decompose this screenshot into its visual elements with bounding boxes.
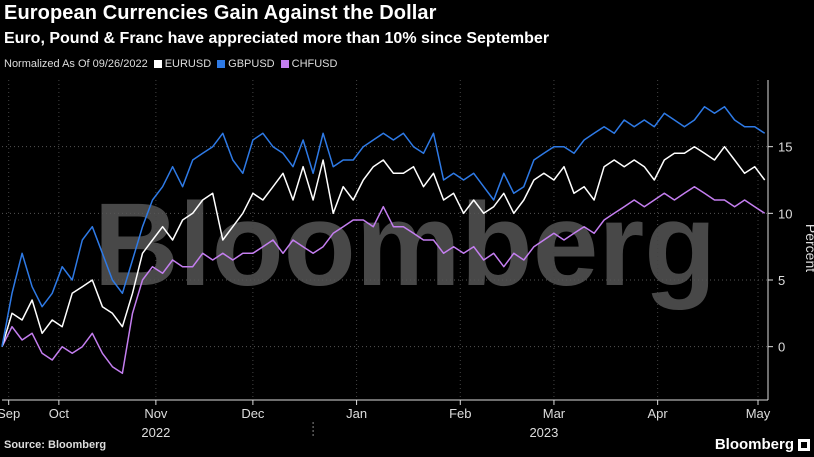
y-tick-label-15: 15: [778, 140, 792, 155]
y-tick-label-0: 0: [778, 340, 785, 355]
series-line-eurusd: [1, 145, 766, 347]
legend-label-gbpusd: GBPUSD: [228, 58, 275, 70]
x-tick-label-sep: Sep: [0, 406, 20, 421]
chart-subtitle: Euro, Pound & Franc have appreciated mor…: [4, 30, 550, 47]
axes: 0 5 10 15 Sep Oct Nov Dec Jan Feb Mar Apr May 2022 202…: [0, 80, 792, 440]
y-tick-label-10: 10: [778, 206, 792, 221]
x-tick-label-may: May: [746, 406, 771, 421]
x-tick-label-feb: Feb: [449, 406, 471, 421]
terminal-icon: [798, 438, 810, 451]
chart-legend: Normalized As Of 09/26/2022 EURUSD GBPUS…: [4, 58, 337, 70]
brand-text: Bloomberg: [714, 436, 794, 453]
legend-label-chfusd: CHFUSD: [291, 58, 338, 70]
x-tick-label-nov: Nov: [144, 406, 168, 421]
x-tick-label-jan: Jan: [346, 406, 367, 421]
legend-swatch-gbpusd: [217, 60, 226, 68]
series-line-gbpusd: [1, 105, 766, 347]
y-tick-label-5: 5: [778, 273, 785, 288]
legend-prefix: Normalized As Of 09/26/2022: [4, 58, 148, 70]
x-tick-label-oct: Oct: [49, 406, 70, 421]
year-label-2023: 2023: [529, 425, 558, 440]
bloomberg-logo: Bloomberg: [715, 436, 810, 453]
chart-title: European Currencies Gain Against the Dol…: [4, 2, 437, 24]
x-tick-label-apr: Apr: [648, 406, 669, 421]
x-tick-label-dec: Dec: [241, 406, 265, 421]
source-note: Source: Bloomberg: [4, 439, 107, 451]
y-axis-label: Percent: [803, 224, 814, 272]
series-line-chfusd: [1, 185, 766, 375]
grid-lines: [2, 80, 768, 400]
series-lines: [1, 105, 766, 375]
legend-label-eurusd: EURUSD: [164, 58, 212, 70]
legend-swatch-chfusd: [280, 60, 289, 68]
year-label-2022: 2022: [141, 425, 170, 440]
legend-swatch-eurusd: [153, 60, 162, 68]
watermark-text: Bloomberg: [94, 179, 717, 311]
x-tick-label-mar: Mar: [543, 406, 566, 421]
